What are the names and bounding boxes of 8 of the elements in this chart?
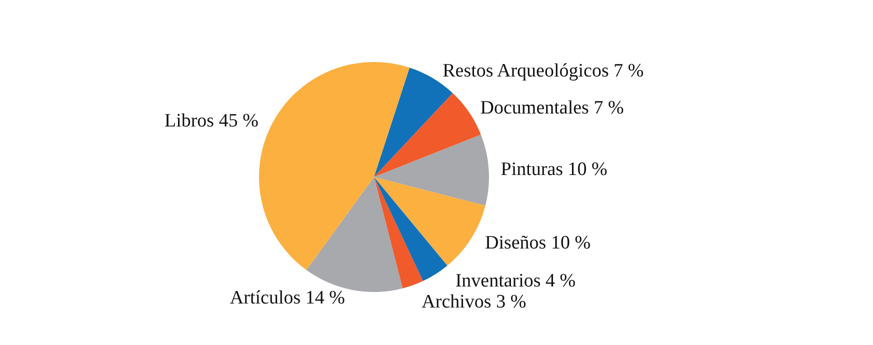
slice-label: Inventarios 4 %	[455, 270, 576, 292]
slice-label: Restos Arqueológicos 7 %	[442, 60, 644, 82]
slice-label: Artículos 14 %	[230, 287, 346, 308]
slice-label: Pinturas 10 %	[500, 158, 608, 180]
slice-label: Documentales 7 %	[480, 97, 624, 118]
slice-label: Diseños 10 %	[484, 232, 591, 254]
slice-label: Libros 45 %	[164, 110, 259, 132]
slice-label: Archivos 3 %	[422, 291, 526, 312]
